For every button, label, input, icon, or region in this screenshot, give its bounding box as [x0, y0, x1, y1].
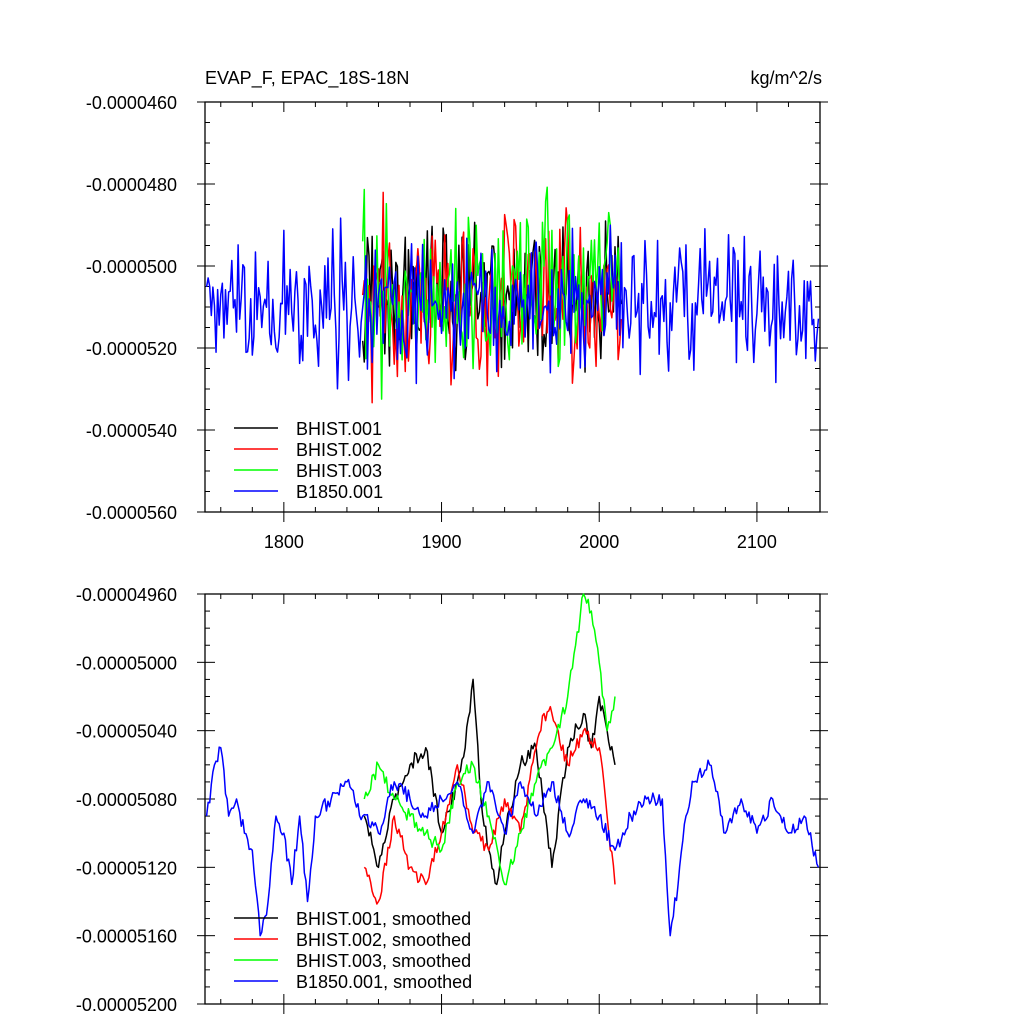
top-y-tick-label: -0.0000560 — [86, 503, 177, 523]
bottom-y-tick-label: -0.00005080 — [76, 790, 177, 810]
top-y-tick-label: -0.0000500 — [86, 257, 177, 277]
bottom-legend-label: B1850.001, smoothed — [296, 972, 472, 992]
top-x-tick-label: 1900 — [422, 532, 462, 552]
top-y-tick-label: -0.0000480 — [86, 175, 177, 195]
bottom-y-tick-label: -0.00004960 — [76, 585, 177, 605]
top-legend-label: BHIST.001 — [296, 419, 382, 439]
bottom-y-tick-label: -0.00005120 — [76, 858, 177, 878]
chart-units: kg/m^2/s — [751, 68, 822, 88]
bottom-legend-label: BHIST.001, smoothed — [296, 909, 471, 929]
bottom-series-line — [363, 705, 616, 905]
bottom-y-tick-label: -0.00005040 — [76, 722, 177, 742]
top-x-tick-label: 2000 — [579, 532, 619, 552]
top-x-tick-label: 1800 — [264, 532, 304, 552]
chart-title: EVAP_F, EPAC_18S-18N — [205, 68, 409, 89]
bottom-legend-label: BHIST.002, smoothed — [296, 930, 471, 950]
bottom-series-line — [205, 746, 820, 937]
top-legend-label: BHIST.003 — [296, 461, 382, 481]
bottom-y-tick-label: -0.00005000 — [76, 653, 177, 673]
top-y-tick-label: -0.0000460 — [86, 93, 177, 113]
bottom-y-tick-label: -0.00005200 — [76, 995, 177, 1015]
top-legend-label: B1850.001 — [296, 482, 383, 502]
top-y-tick-label: -0.0000520 — [86, 339, 177, 359]
top-series-line — [205, 217, 820, 390]
top-legend-label: BHIST.002 — [296, 440, 382, 460]
bottom-series-group — [205, 593, 820, 937]
top-x-tick-label: 2100 — [737, 532, 777, 552]
bottom-axes: -0.00004960 -0.00005000 -0.00005040 -0.0000… — [76, 585, 828, 1015]
top-series-group — [205, 186, 820, 404]
bottom-y-tick-label: -0.00005160 — [76, 927, 177, 947]
top-axes: 1800 1900 2000 2100 -0.0000460 -0.0000480 -0.0… — [86, 93, 828, 552]
bottom-series-line — [363, 678, 616, 886]
bottom-series-line — [363, 593, 616, 886]
top-y-tick-label: -0.0000540 — [86, 421, 177, 441]
bottom-legend-label: BHIST.003, smoothed — [296, 951, 471, 971]
